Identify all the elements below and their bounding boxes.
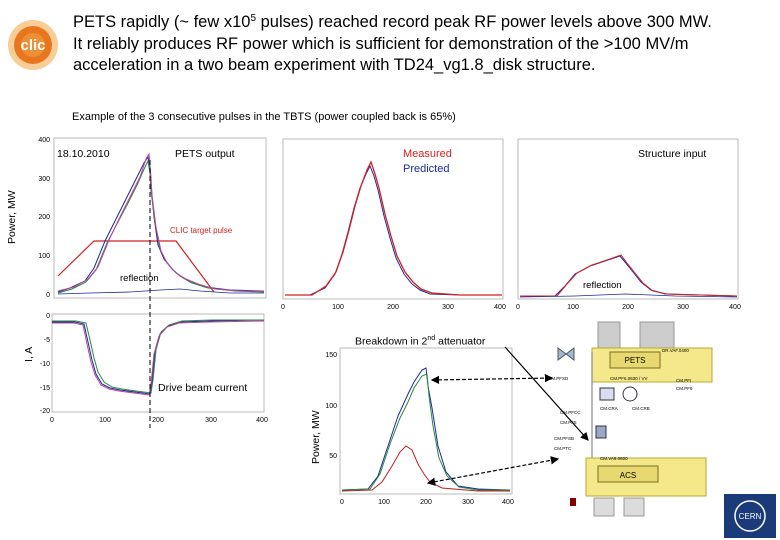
breakdown-ytick: 150 — [325, 352, 337, 359]
current-ytick: -5 — [44, 337, 50, 344]
schematic-tag: CM.PFCC — [560, 410, 581, 415]
breakdown-title-sup: nd — [427, 335, 436, 342]
headline: PETS rapidly (~ few x105 pulses) reached… — [73, 8, 778, 77]
schematic-tag: CM.CRA — [600, 406, 618, 411]
legend-predicted: Predicted — [403, 163, 450, 175]
structure-reflection-label: reflection — [583, 280, 622, 291]
structure-xtick: 200 — [622, 304, 634, 311]
current-xtick: 0 — [50, 417, 54, 424]
clic-logo: clic — [8, 20, 58, 70]
clic-target-pulse-line — [57, 240, 215, 293]
tbts-schematic: PETS ACS DR.VAF.0400 CM.PFSD CM.PF6.0630… — [548, 321, 713, 517]
schematic-tag: DR.VAF.0400 — [662, 348, 689, 353]
breakdown-title: Breakdown in 2nd attenuator — [355, 335, 485, 348]
breakdown-xtick: 100 — [378, 499, 390, 506]
cern-logo-text: CERN — [739, 512, 762, 521]
figure-caption: Example of the 3 consecutive pulses in t… — [72, 111, 456, 123]
pets-date-label: 18.10.2010 — [57, 148, 110, 160]
valve-right-top — [565, 347, 575, 361]
pets-ytick: 0 — [46, 292, 50, 299]
pets-reflection-line — [57, 288, 264, 295]
current-ytick: -20 — [40, 408, 50, 415]
current-ytick: -15 — [40, 385, 50, 392]
current-xtick: 200 — [152, 417, 164, 424]
breakdown-title-b: attenuator — [435, 335, 486, 348]
current-line-green — [52, 319, 264, 394]
time-marker-dashed-line — [149, 160, 151, 428]
drive-beam-current-plot: 0 -5 -10 -15 -20 0 100 200 300 400 — [40, 313, 268, 424]
schematic-tag: CM.PF5 — [560, 420, 577, 425]
schematic-tag: CM.PTC — [554, 446, 572, 451]
current-ytick: -10 — [40, 361, 50, 368]
pets-ytick: 200 — [38, 214, 50, 221]
arrow-to-pets — [430, 373, 554, 385]
breakdown-xtick: 400 — [502, 499, 514, 506]
pets-schematic-label: PETS — [625, 356, 646, 365]
schematic-tag: CM.PF6.0630 / VV — [610, 376, 648, 381]
breakdown-xtick: 0 — [340, 499, 344, 506]
breakdown-title-a: Breakdown in 2 — [355, 335, 428, 348]
current-xtick: 100 — [99, 417, 111, 424]
schematic-tag: CM.VA9.0600 — [600, 456, 628, 461]
current-line-magenta — [52, 320, 265, 396]
legend-measured: Measured — [403, 148, 452, 160]
headline-line1-a: PETS rapidly (~ few x10 — [73, 13, 251, 31]
measured-xtick: 300 — [442, 304, 454, 311]
structure-xtick: 0 — [516, 304, 520, 311]
structure-xtick: 300 — [677, 304, 689, 311]
structure-reflection-line — [519, 293, 738, 298]
breakdown-ytick: 50 — [329, 453, 337, 460]
pets-ytick: 100 — [38, 253, 50, 260]
structure-input-line-2 — [520, 254, 738, 297]
breakdown-ytick: 100 — [325, 403, 337, 410]
pets-title-label: PETS output — [175, 148, 235, 160]
current-xtick: 300 — [205, 417, 217, 424]
schematic-tag: CM.PF6 — [676, 386, 693, 391]
arrow-breakdown — [504, 346, 589, 441]
schematic-tag: CM.PFSB — [554, 436, 574, 441]
breakdown-xtick: 200 — [420, 499, 432, 506]
cern-logo: CERN — [724, 494, 776, 538]
breakdown-xtick: 300 — [462, 499, 474, 506]
structure-xtick: 100 — [567, 304, 579, 311]
clic-target-label: CLIC target pulse — [170, 226, 233, 235]
valve-left-top — [557, 347, 567, 361]
current-line-blue — [52, 319, 265, 395]
pets-reflection-label: reflection — [120, 273, 159, 284]
breakdown-line-red — [341, 445, 510, 492]
pets-ytick: 400 — [38, 137, 50, 144]
pets-ytick: 300 — [38, 176, 50, 183]
headline-sup: 5 — [250, 13, 257, 24]
pets-pulse-magenta — [57, 152, 264, 292]
structure-xtick: 400 — [729, 304, 741, 311]
current-ytick: 0 — [46, 313, 50, 320]
drive-beam-label: Drive beam current — [158, 382, 248, 394]
measured-xtick: 200 — [387, 304, 399, 311]
predicted-line — [285, 160, 502, 296]
schematic-tag: CM.PFSD — [548, 376, 569, 381]
schematic-tag: CM.PFI — [676, 378, 691, 383]
measured-xtick: 0 — [281, 304, 285, 311]
headline-line2: It reliably produces RF power which is s… — [73, 34, 689, 53]
structure-title: Structure input — [638, 148, 707, 160]
measured-predicted-plot: 0 100 200 300 400 — [281, 138, 506, 311]
measured-xtick: 100 — [332, 304, 344, 311]
schematic-tag: CM.CRB — [632, 406, 650, 411]
headline-line3: acceleration in a two beam experiment wi… — [73, 56, 596, 74]
headline-line1-b: pulses) reached record peak RF power lev… — [256, 13, 712, 31]
current-xtick: 400 — [256, 417, 268, 424]
logo-text: clic — [20, 37, 45, 54]
measured-xtick: 400 — [494, 304, 506, 311]
arrow-to-acs — [426, 456, 560, 486]
structure-input-plot: 0 100 200 300 400 — [516, 138, 741, 311]
acs-schematic-label: ACS — [620, 471, 636, 480]
